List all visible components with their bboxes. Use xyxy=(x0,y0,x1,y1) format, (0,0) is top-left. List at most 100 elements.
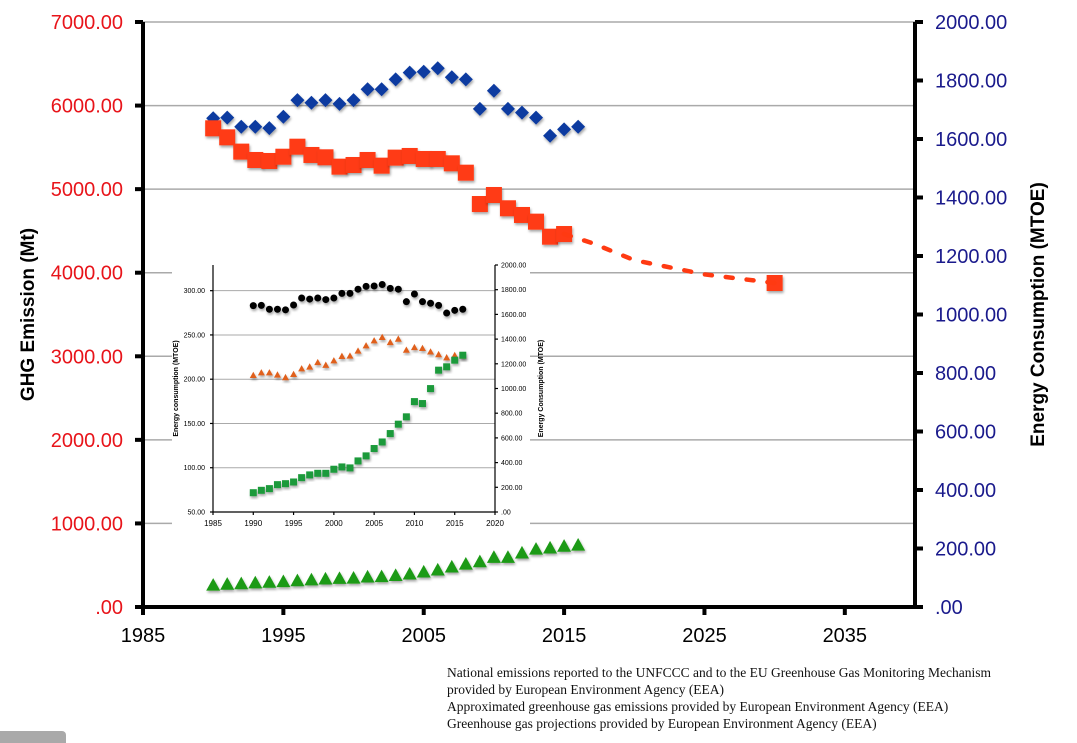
data-point-circle xyxy=(410,290,418,298)
data-point-square xyxy=(314,469,322,477)
data-point-triangle xyxy=(557,539,572,552)
y-tick-label: 300.00 xyxy=(184,288,206,295)
source-line: provided by European Environment Agency … xyxy=(447,682,725,697)
data-point-triangle xyxy=(430,562,445,576)
data-point-square xyxy=(394,420,402,428)
y2-tick-label: 1800.00 xyxy=(935,71,1007,93)
data-point-circle xyxy=(290,301,298,309)
data-point-triangle xyxy=(514,545,529,559)
data-point-triangle xyxy=(346,571,361,584)
x-tick-label: 1985 xyxy=(121,625,166,647)
series-0 xyxy=(206,61,586,143)
data-point-square xyxy=(485,186,502,203)
y2-tick-label: 1000.00 xyxy=(501,386,526,393)
data-point-circle xyxy=(338,289,346,297)
data-point-diamond xyxy=(486,83,501,98)
data-point-triangle xyxy=(388,568,403,582)
data-point-square xyxy=(528,213,545,230)
data-point-triangle xyxy=(443,354,451,361)
y-tick-label: 7000.00 xyxy=(51,12,123,34)
data-point-triangle xyxy=(304,572,319,586)
source-line: Greenhouse gas projections provided by E… xyxy=(447,716,877,731)
data-point-square xyxy=(290,478,298,486)
data-point-triangle xyxy=(402,566,417,580)
x-tick-label: 2015 xyxy=(542,625,587,647)
data-point-triangle xyxy=(458,557,473,570)
data-point-circle xyxy=(306,295,314,303)
y2-tick-label: 1600.00 xyxy=(935,129,1007,151)
data-point-circle xyxy=(273,305,281,313)
data-point-diamond xyxy=(444,70,459,85)
data-point-square xyxy=(429,150,446,167)
data-point-square xyxy=(386,430,394,438)
y2-tick-label: 1400.00 xyxy=(935,188,1007,210)
data-point-circle xyxy=(282,306,290,314)
y-tick-label: 100.00 xyxy=(184,465,206,472)
data-point-diamond xyxy=(557,122,572,137)
data-point-triangle xyxy=(416,564,431,578)
data-point-triangle xyxy=(338,352,346,359)
data-point-diamond xyxy=(402,65,417,80)
y-tick-label: 6000.00 xyxy=(51,96,123,118)
y-axis-label: Energy consumption (MTOE) xyxy=(173,340,180,436)
y2-tick-label: 800.00 xyxy=(935,363,996,385)
data-point-circle xyxy=(298,294,306,302)
data-point-triangle xyxy=(402,346,410,353)
y2-tick-label: 2000.00 xyxy=(935,12,1007,34)
data-point-diamond xyxy=(529,110,544,125)
data-point-square xyxy=(257,486,265,494)
y2-tick-label: 200.00 xyxy=(501,485,523,492)
data-point-diamond xyxy=(514,105,529,120)
data-point-square xyxy=(373,157,390,174)
data-point-triangle xyxy=(362,342,370,349)
y-tick-label: 3000.00 xyxy=(51,346,123,368)
data-point-triangle xyxy=(273,371,281,378)
x-tick-label: 2035 xyxy=(823,625,868,647)
x-tick-label: 1995 xyxy=(285,519,303,528)
inset-background xyxy=(172,255,530,532)
data-point-triangle xyxy=(378,333,386,341)
data-point-square xyxy=(354,457,362,465)
data-point-triangle xyxy=(257,369,265,376)
data-point-diamond xyxy=(262,121,277,136)
y-tick-label: 50.00 xyxy=(187,509,205,516)
data-point-square xyxy=(459,351,467,359)
y-tick-label: 200.00 xyxy=(184,377,206,384)
data-point-diamond xyxy=(332,96,347,111)
y2-tick-label: 600.00 xyxy=(501,435,523,442)
data-point-triangle xyxy=(418,344,426,352)
y2-tick-label: 400.00 xyxy=(935,480,996,502)
data-point-square xyxy=(306,471,314,479)
data-point-square xyxy=(415,150,432,167)
data-point-diamond xyxy=(318,93,333,108)
data-point-square xyxy=(443,155,460,172)
data-point-triangle xyxy=(249,371,257,379)
y2-tick-label: 2000.00 xyxy=(501,262,526,269)
data-point-square xyxy=(298,474,306,482)
x-tick-label: 2005 xyxy=(365,519,383,528)
data-point-triangle xyxy=(370,337,378,344)
data-point-triangle xyxy=(332,571,347,584)
data-point-triangle xyxy=(290,573,305,587)
y-tick-label: 2000.00 xyxy=(51,430,123,452)
x-tick-label: 1985 xyxy=(204,519,222,528)
data-point-triangle xyxy=(234,576,249,590)
data-point-square xyxy=(451,356,459,364)
data-point-circle xyxy=(443,309,451,317)
x-tick-label: 1995 xyxy=(261,625,306,647)
data-point-square xyxy=(265,485,273,493)
data-point-circle xyxy=(427,299,435,307)
data-point-triangle xyxy=(374,569,389,583)
data-point-diamond xyxy=(416,64,431,79)
x-tick-label: 2020 xyxy=(486,519,504,528)
x-tick-label: 2015 xyxy=(446,519,464,528)
data-point-diamond xyxy=(360,82,375,97)
data-point-circle xyxy=(386,284,394,292)
data-point-square xyxy=(345,156,362,173)
data-point-square xyxy=(499,200,516,217)
y2-tick-label: 1200.00 xyxy=(935,246,1007,268)
data-point-square xyxy=(457,164,474,181)
data-point-circle xyxy=(322,296,330,304)
y2-tick-label: 800.00 xyxy=(501,411,523,418)
